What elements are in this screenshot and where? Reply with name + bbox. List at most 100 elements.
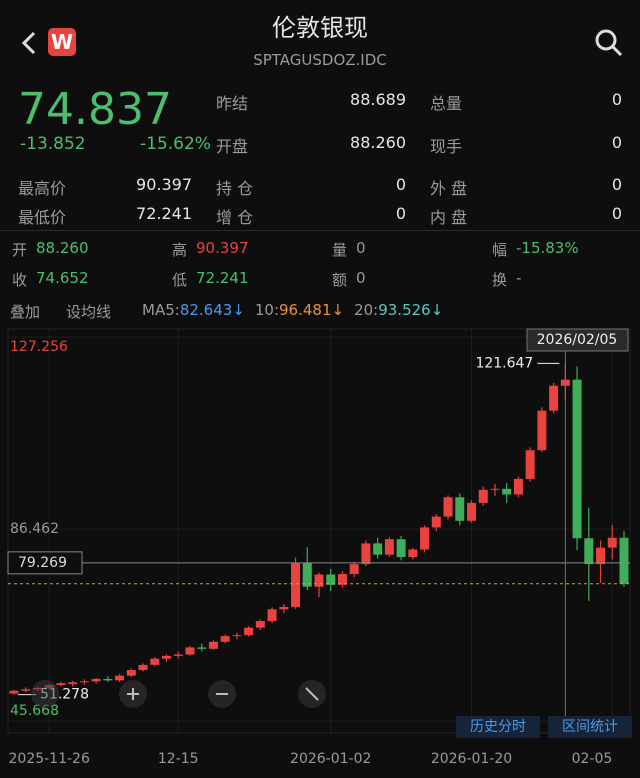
y-tick-label: 86.462 xyxy=(10,521,59,537)
candle-body xyxy=(197,647,207,649)
x-tick-label: 2025-11-26 xyxy=(9,751,90,767)
summary-value: 0 xyxy=(356,239,366,257)
candle-body xyxy=(408,549,418,558)
candle-body xyxy=(279,606,289,610)
candle-body xyxy=(361,543,371,565)
candle-body xyxy=(502,488,512,495)
stat-label: 总量 xyxy=(430,94,463,113)
summary-value: -15.83% xyxy=(516,239,579,257)
candle-body xyxy=(443,497,453,517)
x-tick-label: 2026-01-20 xyxy=(431,751,512,767)
detail-label: 持 仓 xyxy=(216,179,254,198)
candle-body xyxy=(607,537,617,548)
stat-value: 88.689 xyxy=(350,90,406,109)
candle-body xyxy=(619,537,629,584)
candle-body xyxy=(68,682,78,685)
plot-frame xyxy=(7,328,631,734)
candle-body xyxy=(232,635,242,637)
candle-body xyxy=(384,539,394,555)
summary-label: 换 xyxy=(492,271,508,289)
tab-button[interactable] xyxy=(548,716,632,738)
summary-value: 88.260 xyxy=(36,239,89,257)
candle-body xyxy=(267,609,277,622)
candle-body xyxy=(9,690,19,694)
detail-label: 最高价 xyxy=(18,179,67,198)
candle-body xyxy=(525,450,535,479)
stat-label: 开盘 xyxy=(216,137,249,156)
stat-value: 88.260 xyxy=(350,133,406,152)
tab-button[interactable] xyxy=(456,716,540,738)
candle-body xyxy=(467,502,476,521)
candle-body xyxy=(490,488,500,490)
price-line-label: 79.269 xyxy=(18,555,67,571)
candle-body xyxy=(420,527,430,550)
high-label: 121.647 xyxy=(475,355,533,371)
detail-label: 增 仓 xyxy=(216,208,254,227)
candle-body xyxy=(162,655,171,659)
candle-body xyxy=(349,564,359,575)
summary-value: - xyxy=(516,269,522,287)
summary-label: 低 xyxy=(172,271,188,289)
chart: 2025-11-26 12-15 2026-01-02 2026-01-20 02-05… xyxy=(7,328,632,767)
ma-value: 82.643↓ xyxy=(179,301,245,319)
expand-icon xyxy=(305,687,319,701)
candle-body xyxy=(291,562,301,607)
crosshair-date-box xyxy=(526,328,629,352)
candle-body xyxy=(537,410,547,451)
candle-body xyxy=(91,678,101,682)
detail-value: 72.241 xyxy=(136,204,192,223)
ma-label: 10: xyxy=(254,301,280,319)
x-tick-label: 12-15 xyxy=(158,751,199,767)
candle-body xyxy=(244,627,254,636)
stat-label: 昨结 xyxy=(216,94,249,113)
candle-body xyxy=(337,574,347,585)
candle-body xyxy=(208,641,218,649)
candle-body xyxy=(572,379,582,539)
ma-label: MA5: xyxy=(142,301,180,319)
ma-value: 96.481↓ xyxy=(279,301,345,319)
candle-body xyxy=(21,689,31,691)
candle-body xyxy=(431,516,441,528)
summary-label: 高 xyxy=(172,241,188,259)
x-tick-label: 2026-01-02 xyxy=(290,751,371,767)
candle-body xyxy=(396,539,406,558)
divider xyxy=(0,230,640,231)
summary-label: 幅 xyxy=(492,241,508,259)
candle-body xyxy=(150,658,160,665)
crosshair-date: 2026/02/05 xyxy=(537,332,618,348)
summary-value: 0 xyxy=(356,269,366,287)
summary-value: 74.652 xyxy=(36,269,89,287)
back-button[interactable] xyxy=(18,30,40,56)
y-tick-label: 127.256 xyxy=(10,339,68,355)
candle-body xyxy=(173,654,183,656)
price-line-box xyxy=(7,551,83,575)
candle-body xyxy=(584,538,594,565)
detail-label: 最低价 xyxy=(18,208,67,227)
stat-value: 0 xyxy=(611,90,622,109)
x-tick-label: 02-05 xyxy=(572,751,613,767)
overlay-button[interactable]: 叠加 xyxy=(10,303,41,321)
change: -13.852 xyxy=(20,134,86,154)
summary-label: 额 xyxy=(332,271,348,289)
candle-body xyxy=(103,678,113,681)
ma-label: 20: xyxy=(354,301,379,319)
search-button[interactable] xyxy=(594,28,624,58)
candle-body xyxy=(314,574,324,587)
app-icon: W xyxy=(48,28,76,56)
tab-button-label: 区间统计 xyxy=(562,719,618,735)
candle-body xyxy=(126,670,136,676)
detail-value: 0 xyxy=(395,204,406,223)
summary-value: 72.241 xyxy=(196,269,249,287)
candle-body xyxy=(185,647,195,655)
title: 伦敦银现 xyxy=(272,14,368,42)
stat-label: 现手 xyxy=(430,137,463,156)
candle-body xyxy=(596,547,606,565)
detail-label: 内 盘 xyxy=(430,208,468,227)
candle-body xyxy=(302,562,312,587)
price: 74.837 xyxy=(18,84,172,135)
ma-setting-button[interactable]: 设均线 xyxy=(66,303,112,321)
scroll-button[interactable] xyxy=(31,680,59,708)
candle-body xyxy=(138,664,148,671)
summary-value: 90.397 xyxy=(196,239,249,257)
